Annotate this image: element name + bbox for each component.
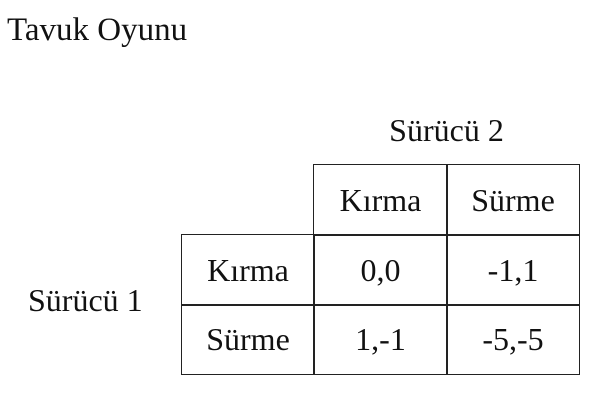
payoff-cell: -5,-5 [446, 304, 580, 375]
row-header-surme: Sürme [181, 304, 315, 375]
title: Tavuk Oyunu [7, 12, 188, 48]
column-header-kirma: Kırma [313, 164, 448, 236]
row-header-kirma: Kırma [181, 234, 315, 306]
payoff-cell: -1,1 [446, 234, 580, 306]
payoff-cell: 0,0 [313, 234, 448, 306]
player-2-label: Sürücü 2 [389, 112, 504, 148]
payoff-cell: 1,-1 [313, 304, 448, 375]
column-header-surme: Sürme [446, 164, 580, 236]
player-1-label: Sürücü 1 [28, 282, 143, 318]
